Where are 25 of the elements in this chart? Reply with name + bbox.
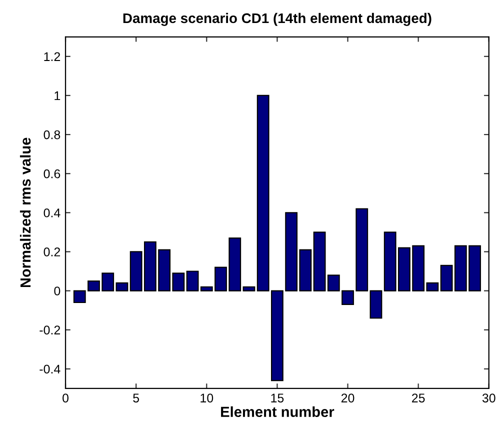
x-tick-label: 15 [271,394,284,402]
y-tick-label: 1.2 [44,52,60,61]
chart-title: Damage scenario CD1 (14th element damaged) [123,12,432,26]
x-tick-label: 5 [133,394,140,402]
y-tick-label: -0.2 [40,326,60,334]
y-tick-label: 0.6 [44,169,60,178]
y-tick-label: 1 [54,91,60,100]
y-tick-label: 0.4 [44,208,60,218]
y-axis-title: Normalized rms value [20,138,31,288]
x-axis-title: Element number [221,406,334,418]
y-tick-label: 0.8 [44,130,60,140]
bar [313,232,326,292]
x-tick-label: 20 [341,394,354,402]
bar [242,286,256,292]
x-tick-label: 10 [200,394,214,402]
x-tick-label: 25 [412,394,425,402]
y-tick-label: -0.4 [40,364,60,374]
x-tick-label: 0 [62,394,69,402]
y-tick-label: 0.2 [44,248,60,256]
x-tick-label: 30 [482,394,496,402]
bar [116,282,128,292]
bar [186,270,199,292]
bar [440,264,453,292]
y-tick-label: 0 [54,286,60,296]
bar [370,290,382,319]
